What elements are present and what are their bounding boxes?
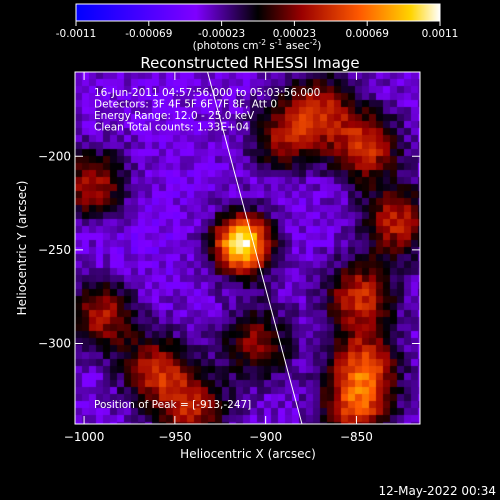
y-tick-label: −250 <box>38 243 71 257</box>
colorbar-tick-label: -0.00069 <box>125 28 172 40</box>
colorbar-gradient <box>75 3 441 22</box>
colorbar-tick-label: 0.0011 <box>422 28 459 40</box>
footer-timestamp: 12-May-2022 00:34 <box>379 484 496 498</box>
annotation-block: 16-Jun-2011 04:57:56.000 to 05:03:56.000… <box>94 87 320 134</box>
y-axis: −200 −250 −300 <box>38 149 420 350</box>
x-tick-label: −1000 <box>64 430 105 444</box>
plot-area <box>75 72 420 424</box>
colorbar-tick-label: -0.0011 <box>56 28 97 40</box>
annotation-line: Energy Range: 12.0 - 25.0 keV <box>94 110 255 122</box>
colorbar-tick-label: 0.00023 <box>273 28 316 40</box>
plot-frame <box>74 71 421 425</box>
heatmap-image <box>75 72 420 424</box>
chart-title: Reconstructed RHESSI Image <box>140 54 359 72</box>
colorbar-tick-label: -0.00023 <box>198 28 245 40</box>
colorbar-units-label: (photons cm-2 s-1 asec-2) <box>193 38 322 52</box>
annotation-line: Detectors: 3F 4F 5F 6F 7F 8F, Att 0 <box>94 99 277 111</box>
x-tick-label: −950 <box>158 430 191 444</box>
annotation-line: Clean Total counts: 1.33E+04 <box>94 122 249 134</box>
y-tick-label: −200 <box>38 149 71 163</box>
solar-limb-line <box>207 71 303 425</box>
y-axis-label: Heliocentric Y (arcsec) <box>15 181 29 316</box>
x-tick-label: −900 <box>249 430 282 444</box>
annotation-line: 16-Jun-2011 04:57:56.000 to 05:03:56.000 <box>94 87 320 99</box>
x-tick-label: −850 <box>340 430 373 444</box>
x-axis: −1000 −950 −900 −850 <box>64 72 373 444</box>
colorbar-tick-label: 0.00069 <box>345 28 388 40</box>
colorbar-ticks: -0.0011 -0.00069 -0.00023 0.00023 0.00069 0.0… <box>56 21 459 40</box>
colorbar: -0.0011 -0.00069 -0.00023 0.00023 0.00069 0.0… <box>56 3 459 52</box>
y-tick-label: −300 <box>38 336 71 350</box>
peak-position-label: Position of Peak = [-913,-247] <box>94 399 251 411</box>
x-axis-label: Heliocentric X (arcsec) <box>180 447 316 461</box>
